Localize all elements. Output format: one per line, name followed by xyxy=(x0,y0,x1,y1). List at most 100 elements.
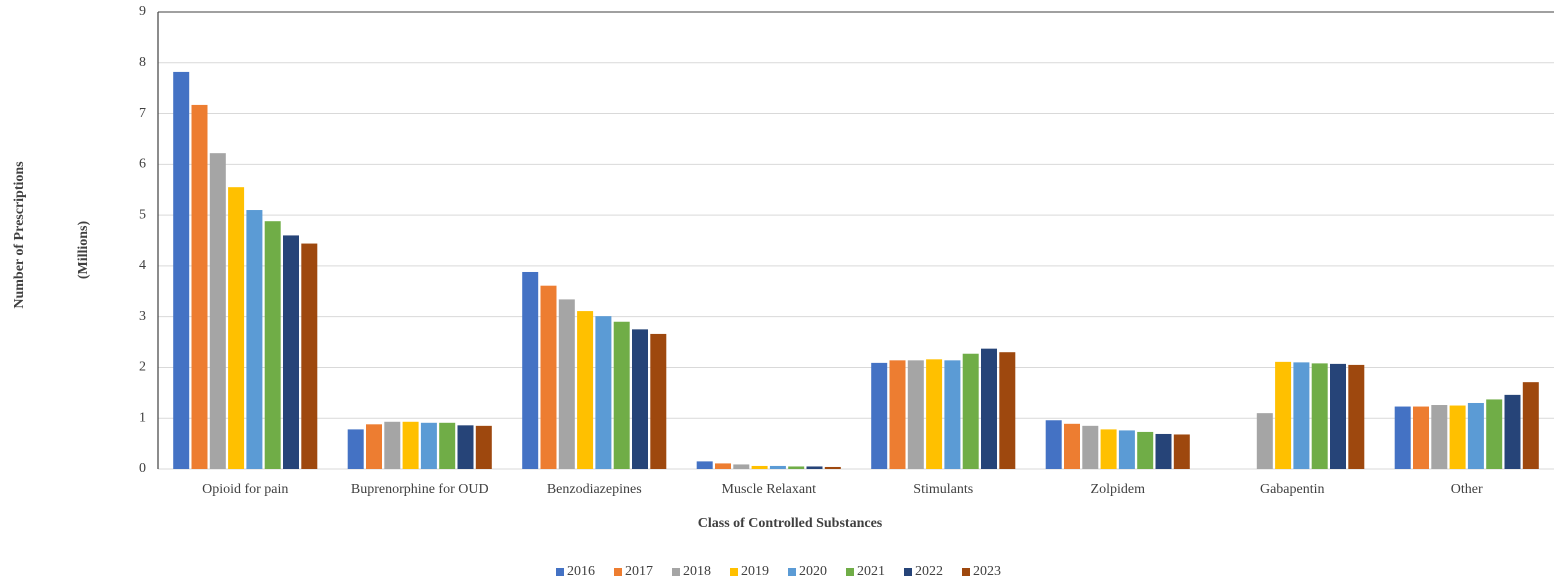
bar xyxy=(824,466,841,469)
bar xyxy=(1100,429,1117,469)
legend-label: 2017 xyxy=(625,564,653,579)
bar xyxy=(191,104,208,469)
legend-swatch xyxy=(962,568,970,576)
bar xyxy=(613,321,630,469)
bar xyxy=(420,422,437,469)
bar xyxy=(650,333,667,469)
y-tick-label: 6 xyxy=(139,157,146,172)
y-tick-label: 1 xyxy=(139,410,146,425)
bar xyxy=(283,235,299,469)
legend-label: 2022 xyxy=(915,564,943,579)
bar xyxy=(577,311,594,469)
bar xyxy=(558,299,575,469)
x-axis-title: Class of Controlled Substances xyxy=(698,516,883,531)
y-tick-label: 9 xyxy=(139,4,146,19)
bar xyxy=(999,352,1016,469)
bar xyxy=(769,465,786,469)
y-tick-label: 0 xyxy=(139,461,146,476)
legend-swatch xyxy=(846,568,854,576)
bar xyxy=(522,271,539,469)
bar xyxy=(751,465,768,469)
bar xyxy=(1311,363,1328,469)
legend-swatch xyxy=(556,568,564,576)
y-tick-label: 4 xyxy=(139,258,146,273)
legend-label: 2023 xyxy=(973,564,1001,579)
bar xyxy=(1118,430,1135,469)
y-tick-label: 7 xyxy=(139,106,146,121)
bar xyxy=(1137,431,1154,469)
legend-swatch xyxy=(672,568,680,576)
legend-label: 2020 xyxy=(799,564,827,579)
legend-swatch xyxy=(614,568,622,576)
bar xyxy=(889,360,906,469)
bar xyxy=(1293,362,1310,469)
bar xyxy=(1504,394,1521,469)
bar xyxy=(402,421,419,469)
bar xyxy=(1275,361,1292,469)
x-tick-label: Stimulants xyxy=(913,482,974,497)
y-tick-label: 3 xyxy=(139,309,146,324)
bar xyxy=(439,422,456,469)
bar xyxy=(1348,364,1365,469)
bar xyxy=(457,425,474,469)
bar xyxy=(228,187,245,469)
x-tick-label: Opioid for pain xyxy=(202,482,289,497)
legend-label: 2021 xyxy=(857,564,885,579)
bar xyxy=(788,466,805,469)
bar xyxy=(962,353,979,469)
bar xyxy=(384,421,401,469)
x-tick-label: Buprenorphine for OUD xyxy=(350,482,489,497)
bar xyxy=(632,329,648,469)
bar xyxy=(806,466,823,469)
x-tick-label: Gabapentin xyxy=(1259,482,1325,497)
y-tick-label: 8 xyxy=(139,55,146,70)
bar xyxy=(475,425,492,469)
bar xyxy=(1045,420,1062,469)
bar xyxy=(173,71,190,469)
legend-swatch xyxy=(730,568,738,576)
y-axis-title: Number of Prescriptions xyxy=(12,161,27,309)
bar xyxy=(1064,423,1080,469)
bar xyxy=(1449,405,1466,469)
bar xyxy=(944,360,961,469)
x-tick-label: Muscle Relaxant xyxy=(721,482,816,497)
legend-swatch xyxy=(904,568,912,576)
bar xyxy=(1330,363,1346,469)
bar xyxy=(715,463,731,469)
bar xyxy=(246,210,263,470)
y-axis-units: (Millions) xyxy=(76,221,91,280)
legend-label: 2016 xyxy=(567,564,595,579)
legend-label: 2018 xyxy=(683,564,711,579)
bar xyxy=(301,243,318,469)
bar xyxy=(696,461,713,469)
bar xyxy=(1413,406,1429,469)
x-tick-label: Other xyxy=(1450,482,1483,497)
bar xyxy=(733,464,750,469)
x-tick-label: Zolpidem xyxy=(1090,482,1145,497)
bar xyxy=(871,362,888,469)
bar xyxy=(1256,413,1273,469)
bar xyxy=(540,285,557,469)
bar xyxy=(1155,433,1172,469)
legend-label: 2019 xyxy=(741,564,769,579)
bar xyxy=(595,316,612,469)
bar xyxy=(1173,434,1190,469)
bar xyxy=(347,429,364,469)
y-tick-label: 2 xyxy=(139,360,146,375)
bar xyxy=(926,359,943,469)
bar xyxy=(209,153,226,469)
bar xyxy=(1467,402,1484,469)
bar xyxy=(264,221,281,469)
bar xyxy=(1394,406,1411,469)
bar xyxy=(1486,399,1503,469)
bar xyxy=(1082,425,1099,469)
bar xyxy=(1522,382,1539,469)
legend-swatch xyxy=(788,568,796,576)
bar xyxy=(1431,405,1448,469)
bar xyxy=(981,348,997,469)
bar xyxy=(907,360,924,469)
bar xyxy=(366,424,382,469)
y-tick-label: 5 xyxy=(139,207,146,222)
